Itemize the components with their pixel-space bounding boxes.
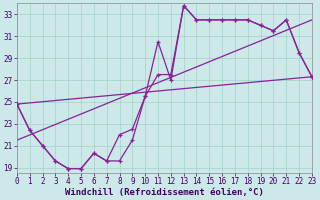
X-axis label: Windchill (Refroidissement éolien,°C): Windchill (Refroidissement éolien,°C)	[65, 188, 264, 197]
